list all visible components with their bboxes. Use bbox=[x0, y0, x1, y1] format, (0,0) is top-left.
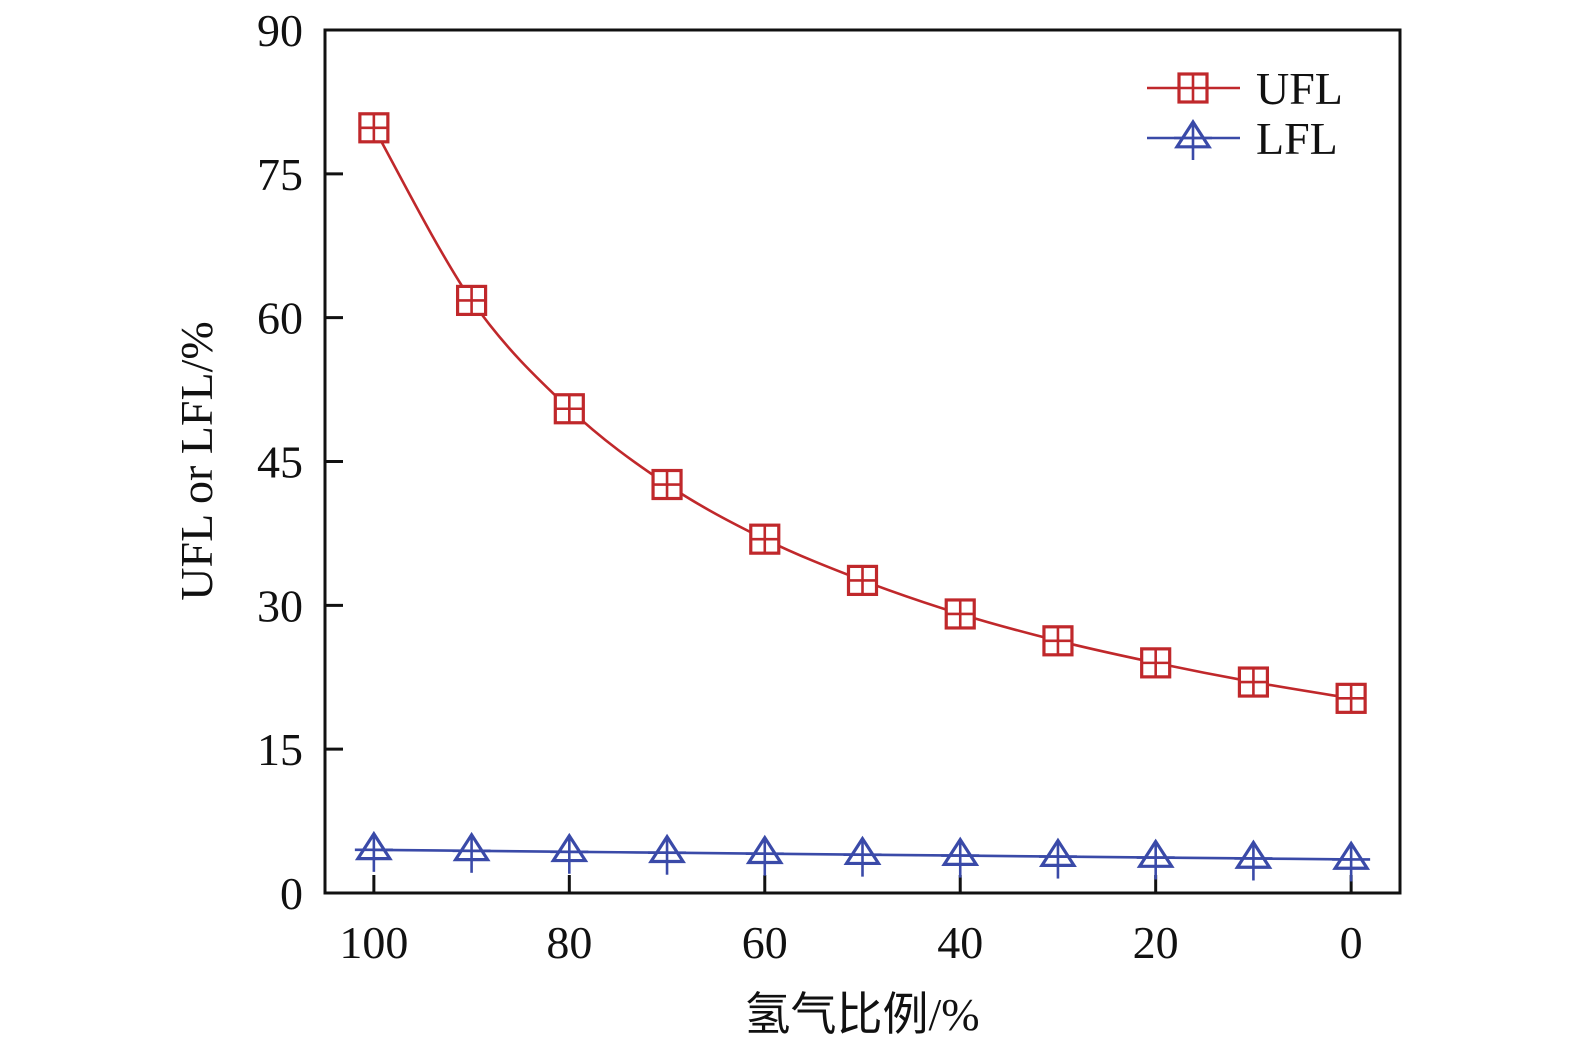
legend-item-ufl: UFL bbox=[1147, 63, 1343, 114]
lfl-data-point bbox=[452, 831, 491, 873]
x-tick-label: 60 bbox=[742, 917, 788, 968]
x-axis: 100 80 60 40 20 0 bbox=[339, 875, 1363, 968]
y-axis: 0 15 30 45 60 75 90 bbox=[257, 5, 343, 919]
legend-item-lfl: LFL bbox=[1147, 113, 1338, 164]
y-tick-label: 60 bbox=[257, 293, 303, 344]
lfl-data-point bbox=[1234, 839, 1273, 881]
y-tick-label: 45 bbox=[257, 437, 303, 488]
ufl-data-point bbox=[651, 468, 683, 501]
lfl-data-point bbox=[941, 836, 980, 878]
ufl-data-point bbox=[749, 523, 781, 555]
legend-marker-lfl bbox=[1174, 119, 1212, 160]
legend-label-ufl: UFL bbox=[1256, 63, 1343, 114]
x-tick-label: 80 bbox=[546, 917, 592, 968]
y-tick-label: 15 bbox=[257, 724, 303, 775]
ufl-data-point bbox=[1042, 625, 1074, 657]
lfl-data-point bbox=[648, 833, 687, 875]
lfl-data-point bbox=[843, 835, 882, 877]
lfl-data-point bbox=[354, 830, 393, 872]
ufl-data-point bbox=[1335, 682, 1367, 714]
x-tick-label: 20 bbox=[1133, 917, 1179, 968]
x-axis-title: 氢气比例/% bbox=[744, 989, 979, 1040]
legend-marker-ufl bbox=[1177, 72, 1209, 104]
lfl-data-point bbox=[745, 834, 784, 876]
ufl-data-point bbox=[358, 112, 390, 144]
lfl-data-point bbox=[1136, 838, 1175, 880]
x-tick-label: 40 bbox=[937, 917, 983, 968]
y-tick-label: 75 bbox=[257, 149, 303, 200]
ufl-data-point bbox=[1140, 647, 1172, 679]
legend-label-lfl: LFL bbox=[1256, 113, 1338, 164]
y-tick-label: 0 bbox=[280, 868, 303, 919]
ufl-data-point bbox=[1237, 666, 1270, 698]
ufl-data-point bbox=[944, 598, 976, 630]
ufl-data-point bbox=[846, 564, 879, 597]
ufl-data-point bbox=[455, 284, 488, 317]
plot-frame bbox=[323, 28, 1402, 895]
y-tick-label: 30 bbox=[257, 580, 303, 631]
lfl-data-point bbox=[1332, 840, 1371, 882]
series-layer bbox=[354, 112, 1371, 882]
y-axis-title: UFL or LFL/% bbox=[171, 321, 222, 600]
ufl-data-point bbox=[553, 393, 585, 425]
x-tick-label: 0 bbox=[1340, 917, 1363, 968]
x-tick-label: 100 bbox=[339, 917, 408, 968]
lfl-data-point bbox=[550, 832, 589, 874]
lfl-data-point bbox=[1038, 837, 1077, 879]
ufl-series-line bbox=[372, 127, 1352, 700]
y-tick-label: 90 bbox=[257, 5, 303, 56]
